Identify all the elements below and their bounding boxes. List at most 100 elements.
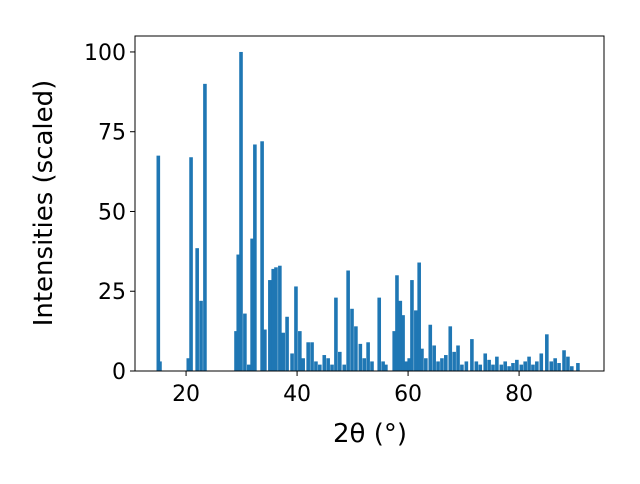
bar <box>483 353 488 371</box>
bar <box>278 265 282 371</box>
bar <box>253 144 257 371</box>
y-tick-label: 25 <box>98 280 126 305</box>
bar <box>531 364 535 371</box>
bar <box>523 361 527 371</box>
bar <box>370 361 374 371</box>
bar <box>246 364 251 371</box>
bar <box>203 83 207 371</box>
bar <box>250 238 254 371</box>
bar <box>417 262 421 371</box>
bar <box>398 300 403 371</box>
bar <box>499 364 504 371</box>
bar <box>381 361 385 371</box>
bar <box>377 297 382 371</box>
bar <box>503 361 508 371</box>
bar <box>294 286 298 371</box>
bar <box>562 350 566 371</box>
y-tick-label: 100 <box>84 41 126 66</box>
bar <box>330 364 334 371</box>
bar <box>354 326 358 371</box>
x-tick-label: 40 <box>283 382 311 407</box>
bar <box>263 329 267 371</box>
bar <box>310 342 314 371</box>
bar <box>362 358 367 371</box>
bar <box>487 359 491 371</box>
bar <box>407 358 411 371</box>
bar <box>243 313 247 371</box>
bar <box>281 332 285 371</box>
bar <box>342 364 347 371</box>
bar <box>452 351 456 371</box>
bar <box>448 326 453 371</box>
bar <box>545 334 549 371</box>
bar <box>539 353 544 371</box>
bar <box>271 268 276 371</box>
bar <box>535 361 539 371</box>
bar <box>326 358 330 371</box>
bar <box>456 345 460 371</box>
bar <box>346 270 350 371</box>
bar <box>424 358 428 371</box>
bar <box>549 361 554 371</box>
bar <box>392 331 396 371</box>
x-tick-label: 80 <box>505 382 533 407</box>
bar <box>515 359 519 371</box>
bar <box>511 363 515 371</box>
bar <box>306 342 310 371</box>
bar <box>576 363 580 371</box>
bar <box>474 361 479 371</box>
bar <box>236 254 241 371</box>
bar <box>195 248 199 371</box>
bar <box>527 356 531 371</box>
bar <box>478 364 483 371</box>
bar <box>290 353 294 371</box>
y-axis-label: Intensities (scaled) <box>29 80 59 327</box>
y-tick-label: 75 <box>98 121 126 146</box>
bar <box>239 51 243 371</box>
bar <box>395 275 399 371</box>
bar <box>420 348 424 371</box>
x-tick-label: 60 <box>394 382 422 407</box>
bar <box>553 358 557 371</box>
bar <box>410 280 414 371</box>
bar <box>301 358 305 371</box>
bar <box>507 366 511 371</box>
bar <box>444 355 448 371</box>
bar <box>366 342 370 371</box>
bar <box>338 351 342 371</box>
bar <box>298 331 302 371</box>
bar <box>491 364 495 371</box>
x-axis-label: 2θ (°) <box>333 419 407 449</box>
bar <box>234 331 238 371</box>
bar <box>186 358 191 371</box>
bar <box>436 361 440 371</box>
bar <box>158 361 162 371</box>
y-tick-label: 50 <box>98 200 126 225</box>
bar <box>156 155 161 371</box>
bar <box>350 308 354 371</box>
y-tick-label: 0 <box>112 360 126 385</box>
bar <box>495 356 499 371</box>
bar <box>432 345 436 371</box>
bar <box>322 355 327 371</box>
bar <box>314 361 318 371</box>
bar <box>260 141 264 371</box>
bar <box>566 356 570 371</box>
bar <box>189 157 193 371</box>
x-tick-label: 20 <box>172 382 200 407</box>
bar <box>384 364 388 371</box>
bar <box>440 358 444 371</box>
bar <box>334 297 338 371</box>
bar <box>428 324 433 371</box>
bar <box>519 364 524 371</box>
bar <box>358 343 363 371</box>
bar <box>274 267 278 371</box>
bar <box>464 361 469 371</box>
bar <box>285 316 289 371</box>
bar <box>470 339 474 371</box>
bar <box>401 315 405 371</box>
bar <box>268 280 272 371</box>
bar <box>318 364 322 371</box>
plot-frame <box>134 35 605 372</box>
